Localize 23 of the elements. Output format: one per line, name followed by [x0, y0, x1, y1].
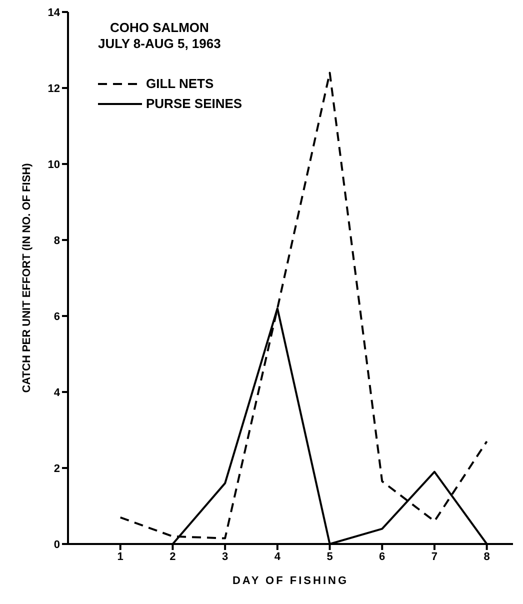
y-tick-label: 4 — [54, 386, 61, 399]
text: JULY 8-AUG 5, 1963 — [98, 36, 221, 52]
x-tick-label: 1 — [117, 550, 124, 563]
y-tick-label: 0 — [54, 538, 60, 551]
y-tick-label: 8 — [54, 234, 60, 247]
x-tick-label: 2 — [170, 550, 176, 563]
x-tick-label: 4 — [274, 550, 282, 563]
y-tick-label: 2 — [54, 462, 60, 475]
x-tick-label: 8 — [484, 550, 490, 563]
legend-label: PURSE SEINES — [146, 95, 242, 113]
x-axis-title: DAY OF FISHING — [232, 575, 349, 587]
x-tick-label: 7 — [431, 550, 438, 563]
y-tick-label: 14 — [48, 6, 61, 19]
y-axis-title: CATCH PER UNIT EFFORT (IN NO. OF FISH) — [20, 162, 33, 393]
x-tick-label: 3 — [222, 550, 228, 563]
line-series — [119, 72, 488, 540]
legend-label: GILL NETS — [146, 75, 214, 93]
x-tick-label: 5 — [326, 550, 333, 563]
x-tick-label: 6 — [379, 550, 386, 563]
y-tick-label: 6 — [54, 310, 60, 323]
text: COHO SALMON — [108, 20, 210, 36]
y-tick-label: 12 — [48, 82, 60, 95]
y-tick-label: 10 — [48, 158, 60, 171]
